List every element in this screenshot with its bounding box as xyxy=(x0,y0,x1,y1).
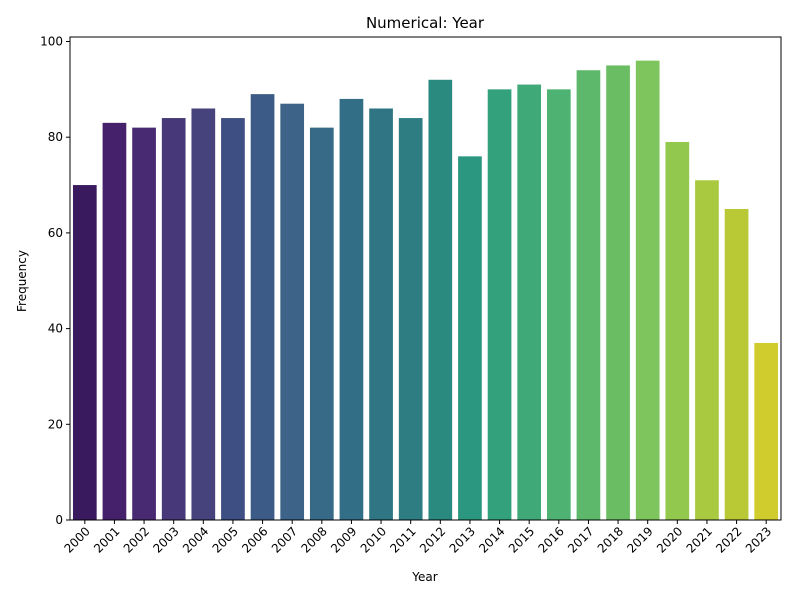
bar-2001 xyxy=(102,122,127,520)
y-axis-label: Frequency xyxy=(15,250,29,312)
bar-2005 xyxy=(221,118,245,520)
chart-title: Numerical: Year xyxy=(366,14,485,32)
x-tick-label: 2007 xyxy=(269,524,300,555)
x-tick-label: 2023 xyxy=(743,524,774,555)
x-tick-label: 2018 xyxy=(595,524,626,555)
bar-2002 xyxy=(132,127,156,520)
bar-2020 xyxy=(665,141,690,521)
x-tick-label: 2021 xyxy=(684,524,715,555)
x-tick-label: 2009 xyxy=(328,524,359,555)
bar-2018 xyxy=(606,65,630,521)
x-tick-label: 2013 xyxy=(447,524,478,555)
y-axis: 0 20 40 60 80 100 xyxy=(40,35,70,527)
bar-2021 xyxy=(695,180,719,520)
x-tick-label: 2014 xyxy=(476,524,507,555)
bar-2019 xyxy=(635,60,660,520)
x-tick-label: 2002 xyxy=(121,524,152,555)
x-tick-label: 2022 xyxy=(713,524,744,555)
bar-2022 xyxy=(724,208,749,520)
bar-2000 xyxy=(72,185,97,521)
bar-2004 xyxy=(191,108,216,521)
bar-2007 xyxy=(280,103,305,520)
y-tick-label: 0 xyxy=(55,513,63,527)
bar-2009 xyxy=(339,98,364,521)
x-tick-label: 2003 xyxy=(150,524,181,555)
x-tick-label: 2017 xyxy=(565,524,596,555)
x-tick-label: 2019 xyxy=(624,524,655,555)
x-tick-label: 2011 xyxy=(387,524,418,555)
bar-2017 xyxy=(576,70,601,521)
y-tick-label: 100 xyxy=(40,35,63,49)
bar-2013 xyxy=(458,156,482,520)
bar-2012 xyxy=(428,79,453,520)
x-tick-label: 2010 xyxy=(358,524,389,555)
x-tick-label: 2016 xyxy=(535,524,566,555)
x-axis-label: Year xyxy=(411,570,437,584)
x-tick-label: 2008 xyxy=(298,524,329,555)
plot-frame xyxy=(69,36,782,521)
bar-2008 xyxy=(309,127,334,520)
x-tick-label: 2015 xyxy=(506,524,537,555)
x-tick-label: 2020 xyxy=(654,524,685,555)
bar-2016 xyxy=(546,89,571,520)
y-tick-label: 40 xyxy=(48,322,63,336)
x-tick-label: 2004 xyxy=(180,524,211,555)
y-tick-label: 80 xyxy=(48,130,63,144)
bar-2011 xyxy=(398,118,423,520)
bar-group xyxy=(72,60,779,521)
y-tick-label: 60 xyxy=(48,226,63,240)
bar-2006 xyxy=(250,94,275,520)
bar-2010 xyxy=(369,108,393,521)
bar-2023 xyxy=(754,342,779,520)
x-axis: 2000200120022003200420052006200720082009… xyxy=(61,520,774,556)
x-tick-label: 2005 xyxy=(210,524,241,555)
x-tick-label: 2001 xyxy=(91,524,122,555)
x-tick-label: 2000 xyxy=(61,524,92,555)
bar-2014 xyxy=(487,89,512,520)
x-tick-label: 2012 xyxy=(417,524,448,555)
y-tick-label: 20 xyxy=(48,417,63,431)
bar-2015 xyxy=(517,84,542,520)
bar-2003 xyxy=(161,118,186,520)
x-tick-label: 2006 xyxy=(239,524,270,555)
